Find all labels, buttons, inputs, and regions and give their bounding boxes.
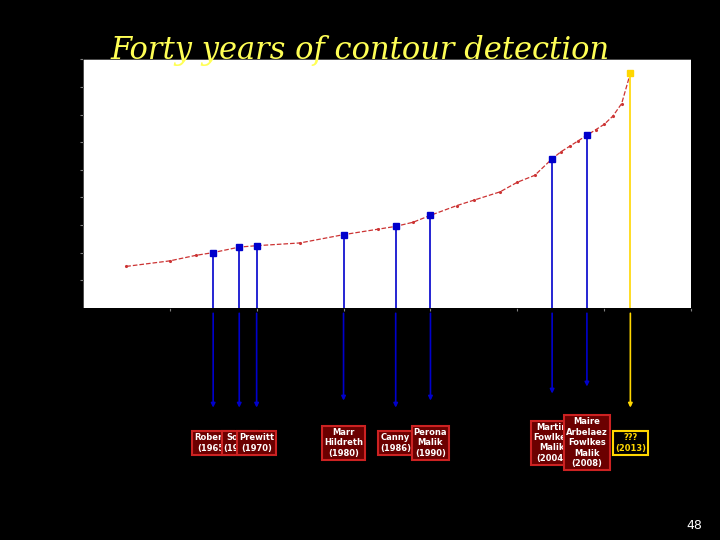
- Y-axis label: F-measure: F-measure: [53, 163, 63, 204]
- Text: Perona
Malik
(1990): Perona Malik (1990): [414, 428, 447, 458]
- Text: Maire
Arbelaez
Fowlkes
Malik
(2008): Maire Arbelaez Fowlkes Malik (2008): [566, 417, 608, 468]
- Text: Forty years of contour detection: Forty years of contour detection: [110, 35, 610, 66]
- Text: Marr
Hildreth
(1980): Marr Hildreth (1980): [324, 428, 363, 458]
- Text: Canny
(1986): Canny (1986): [380, 433, 411, 453]
- Text: Prewitt
(1970): Prewitt (1970): [239, 433, 274, 453]
- X-axis label: Year: Year: [378, 324, 396, 333]
- Text: Roberts
(1965): Roberts (1965): [194, 433, 232, 453]
- Text: Martin
Fowlkes
Malik
(2004): Martin Fowlkes Malik (2004): [534, 423, 571, 463]
- Text: ???
(2013): ??? (2013): [615, 433, 646, 453]
- Text: Sobel
(1968): Sobel (1968): [224, 433, 255, 453]
- Text: 48: 48: [686, 519, 702, 532]
